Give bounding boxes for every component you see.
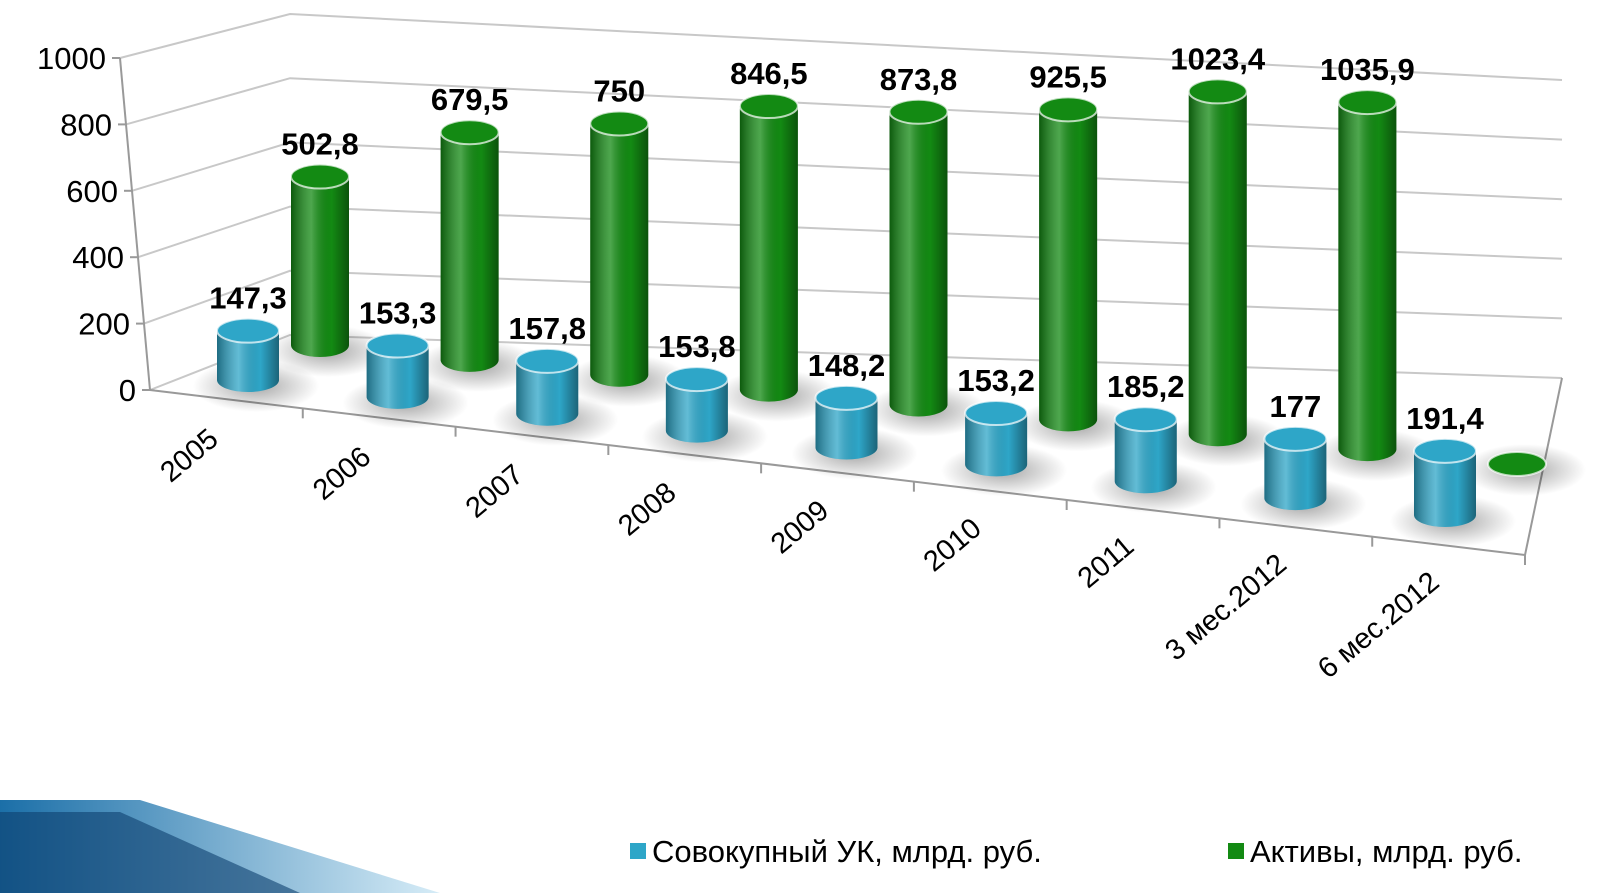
legend: Совокупный УК, млрд. руб. Активы, млрд. р…	[630, 834, 1522, 869]
data-label: 873,8	[880, 62, 958, 97]
data-label: 750	[593, 74, 645, 109]
x-tick-label: 2011	[1072, 530, 1140, 595]
bar-shade	[1189, 91, 1247, 446]
data-label: 157,8	[508, 311, 586, 346]
bar-top	[1115, 407, 1177, 431]
chart: 0 200 400 600 800 1000 2005 2006 2007 2008 2009 201…	[0, 0, 1608, 893]
bar-top	[217, 319, 279, 343]
data-label: 147,3	[209, 281, 287, 316]
bar-top	[516, 349, 578, 373]
bar-top	[291, 165, 349, 189]
data-label: 153,2	[957, 363, 1035, 398]
x-tick-label: 2005	[155, 423, 225, 489]
bar-top	[1414, 439, 1476, 463]
x-tick-label: 2007	[460, 459, 530, 525]
data-label: 1035,9	[1320, 52, 1415, 87]
data-label: 177	[1270, 389, 1322, 424]
x-tick-label: 2009	[765, 494, 835, 560]
data-label: 185,2	[1107, 369, 1185, 404]
bar-shade	[441, 132, 499, 372]
y-tick-label: 800	[60, 107, 112, 142]
y-tick-label: 1000	[37, 41, 106, 76]
bar-top	[590, 112, 648, 136]
legend-label: Активы, млрд. руб.	[1250, 834, 1522, 869]
bar-top	[816, 386, 878, 410]
bar-top	[965, 401, 1027, 425]
data-label: 153,3	[359, 296, 437, 331]
legend-swatch	[1228, 843, 1244, 859]
data-label: 153,8	[658, 329, 736, 364]
x-tick-label: 2006	[307, 441, 377, 507]
y-tick-label: 200	[78, 307, 130, 342]
bar-top	[441, 120, 499, 144]
x-tick-label: 2008	[612, 476, 682, 542]
bar-shade	[590, 124, 648, 387]
bar-top	[890, 100, 948, 124]
bar-shade	[1338, 102, 1396, 461]
data-label: 846,5	[730, 56, 808, 91]
data-label: 148,2	[808, 348, 886, 383]
bar-shade	[291, 177, 349, 357]
legend-swatch	[630, 843, 646, 859]
bar-top	[1488, 452, 1546, 476]
x-tick-label: 3 мес.2012	[1159, 548, 1292, 667]
bar-shade	[1039, 109, 1097, 431]
bar-shade	[740, 106, 798, 402]
x-tick-label: 6 мес.2012	[1312, 566, 1445, 685]
bar-top	[1338, 90, 1396, 114]
data-label: 679,5	[431, 82, 509, 117]
data-label: 925,5	[1029, 59, 1107, 94]
bar-top	[1189, 79, 1247, 103]
y-tick-label: 600	[66, 174, 118, 209]
y-tick-label: 0	[119, 373, 136, 408]
data-label: 191,4	[1406, 401, 1484, 436]
bar-top	[367, 334, 429, 358]
legend-label: Совокупный УК, млрд. руб.	[652, 834, 1042, 869]
data-label: 1023,4	[1170, 41, 1266, 76]
y-tick-label: 400	[72, 240, 124, 275]
x-tick-label: 2010	[918, 512, 988, 578]
bar-top	[1039, 97, 1097, 121]
plot: 502,8 147,3 679,5 153,3 750 157,8 846,5 153,8 87…	[193, 41, 1586, 547]
data-label: 502,8	[281, 127, 359, 162]
bar-top	[1264, 427, 1326, 451]
bar-top	[666, 367, 728, 391]
bar-shade	[890, 112, 948, 417]
bar-top	[740, 94, 798, 118]
